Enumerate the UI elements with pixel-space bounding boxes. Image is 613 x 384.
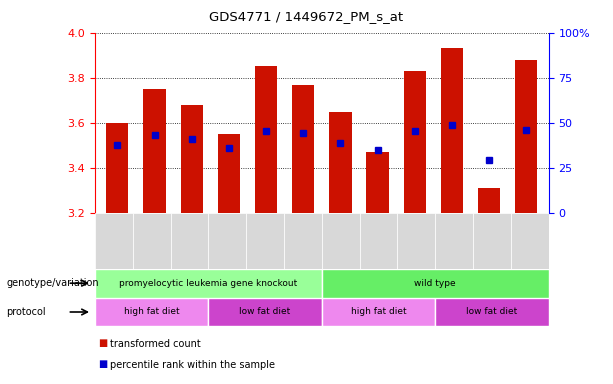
Bar [322,298,435,326]
Text: percentile rank within the sample: percentile rank within the sample [110,360,275,370]
Bar [403,71,426,213]
Bar [95,213,133,269]
Bar [478,188,500,213]
Text: low fat diet: low fat diet [466,308,517,316]
Bar [95,298,208,326]
Bar [435,298,549,326]
Bar [284,213,322,269]
Bar [515,60,538,213]
Bar [255,66,277,213]
Bar [329,112,352,213]
Text: genotype/variation: genotype/variation [6,278,99,288]
Bar [208,298,322,326]
Text: ■: ■ [98,359,107,369]
Text: ■: ■ [98,338,107,348]
Bar [208,213,246,269]
Bar [170,213,208,269]
Text: transformed count: transformed count [110,339,201,349]
Bar [322,269,549,298]
Text: GDS4771 / 1449672_PM_s_at: GDS4771 / 1449672_PM_s_at [210,10,403,23]
Bar [246,213,284,269]
Text: protocol: protocol [6,307,46,317]
Text: high fat diet: high fat diet [351,308,406,316]
Bar [133,213,170,269]
Bar [292,84,314,213]
Bar [367,152,389,213]
Text: low fat diet: low fat diet [240,308,291,316]
Bar [95,269,322,298]
Bar [106,123,129,213]
Text: high fat diet: high fat diet [124,308,180,316]
Bar [181,105,203,213]
Bar [143,89,166,213]
Bar [397,213,435,269]
Bar [218,134,240,213]
Bar [435,213,473,269]
Bar [441,48,463,213]
Bar [360,213,397,269]
Bar [511,213,549,269]
Bar [473,213,511,269]
Text: promyelocytic leukemia gene knockout: promyelocytic leukemia gene knockout [120,279,297,288]
Bar [322,213,360,269]
Text: wild type: wild type [414,279,456,288]
